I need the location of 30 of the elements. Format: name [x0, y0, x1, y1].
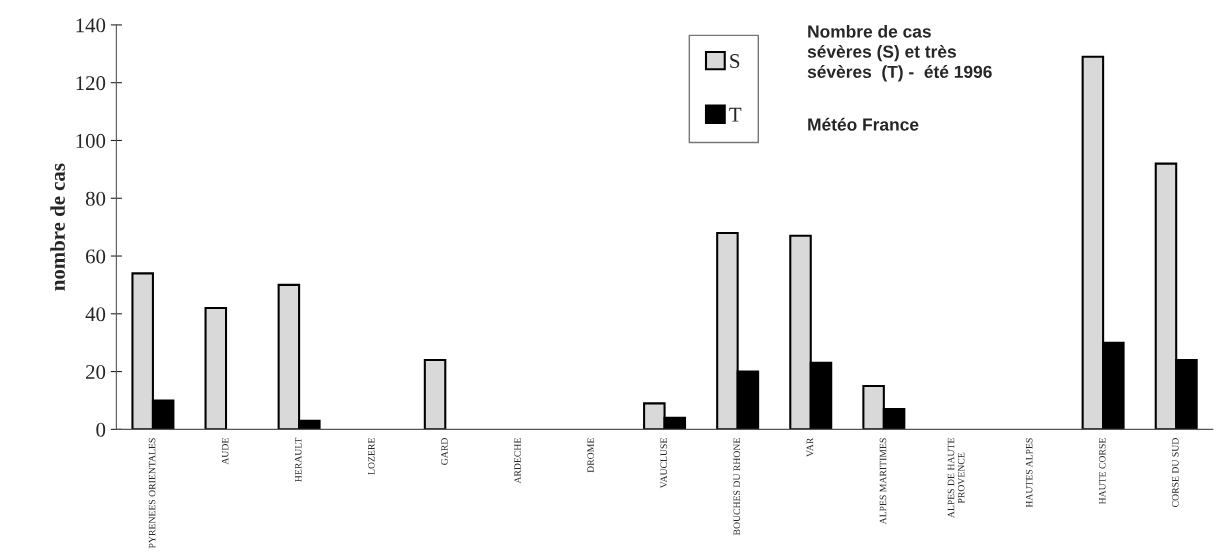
y-tick-label: 120 [76, 76, 106, 91]
x-tick-label: LOZERE [368, 438, 375, 475]
x-tick-label: PYRENEES ORIENTALES [148, 438, 156, 549]
y-tick-label: 80 [85, 191, 106, 206]
x-tick-label: ARDECHE [514, 438, 521, 484]
y-tick-label: 0 [96, 422, 106, 437]
y-tick-label: 140 [76, 18, 106, 33]
y-axis-title: nombre de cas [50, 163, 65, 291]
y-tick-label: 100 [76, 133, 106, 148]
legend-label: S [730, 54, 740, 69]
x-tick-label: ALPES MARITIMES [879, 438, 887, 525]
x-tick-label: HAUTES ALPES [1025, 438, 1033, 508]
legend-label: T [729, 107, 742, 122]
y-tick-label: 60 [86, 249, 106, 264]
x-tick-label: VAR [806, 437, 814, 457]
text: Nombre de cas sévères (S) et très sévères (T) - été 1996 [807, 24, 992, 82]
y-tick-label: 20 [86, 364, 106, 380]
x-tick-label: DROME [587, 438, 594, 473]
x-tick-label: HERAULT [295, 437, 302, 482]
bar [204, 306, 228, 430]
y-tick-label: 40 [85, 307, 106, 322]
x-tick-label: AUDE [221, 438, 229, 465]
bar [423, 358, 447, 430]
x-tick-label: ALPES DE HAUTE PROVENCE [947, 438, 965, 519]
x-tick-label: CORSE DU SUD [1172, 438, 1179, 507]
x-tick-label: GARD [441, 438, 448, 465]
annotation: Météo France [808, 117, 919, 131]
x-tick-label: HAUTE CORSE [1099, 438, 1106, 505]
x-tick-label: BOUCHES DU RHONE [733, 438, 741, 536]
x-tick-label: VAUCLUSE [660, 438, 668, 489]
